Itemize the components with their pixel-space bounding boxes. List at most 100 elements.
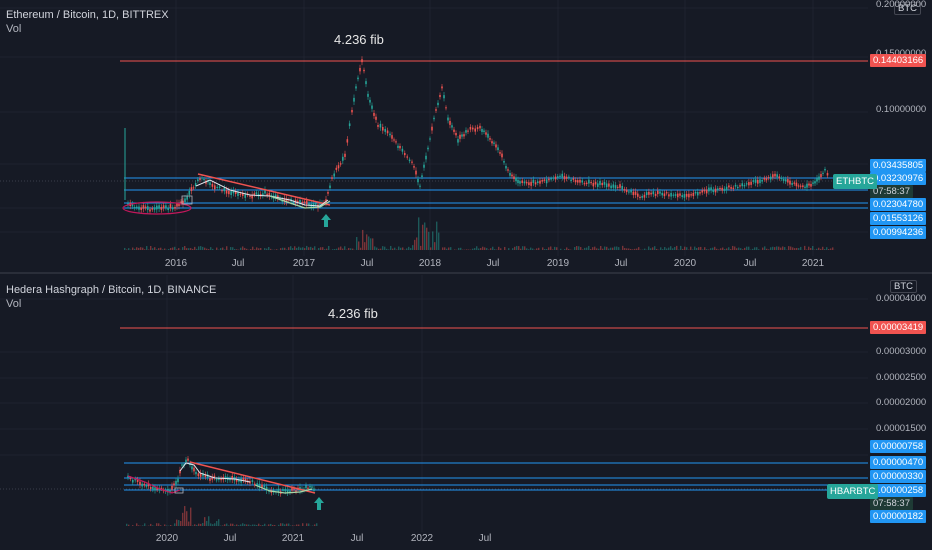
ethbtc-candle bbox=[763, 177, 766, 180]
ethbtc-candle bbox=[765, 178, 768, 181]
ethbtc-plot-area[interactable] bbox=[0, 0, 868, 256]
hbarbtc-volume-bar bbox=[238, 525, 240, 526]
ethbtc-volume-bar bbox=[830, 248, 832, 250]
ethbtc-candle bbox=[474, 128, 476, 132]
ethbtc-candle bbox=[373, 112, 375, 116]
ethbtc-volume-bar bbox=[398, 246, 400, 250]
hbarbtc-time-2021: 2021 bbox=[281, 533, 305, 544]
hbarbtc-tick-2: 0.00002500 bbox=[876, 372, 927, 383]
hbarbtc-volume-bar bbox=[228, 525, 230, 526]
ethbtc-volume-bar bbox=[644, 248, 646, 250]
hbarbtc-volume-bar bbox=[202, 523, 204, 526]
ethbtc-volume-bar bbox=[308, 247, 310, 250]
hbarbtc-chart-pane[interactable]: Hedera Hashgraph / Bitcoin, 1D, BINANCE … bbox=[0, 275, 932, 550]
ethbtc-volume-bar bbox=[528, 249, 530, 250]
hbarbtc-volume-bar bbox=[296, 524, 298, 526]
ethbtc-candle bbox=[650, 192, 652, 195]
ethbtc-title[interactable]: Ethereum / Bitcoin, 1D, BITTREX bbox=[6, 9, 169, 21]
ethbtc-vol-label[interactable]: Vol bbox=[6, 23, 22, 35]
ethbtc-candle bbox=[469, 127, 472, 130]
ethbtc-candle bbox=[342, 156, 344, 161]
ethbtc-volume-bar bbox=[476, 246, 478, 250]
ethbtc-candle bbox=[780, 177, 783, 179]
ethbtc-volume-bar bbox=[696, 248, 698, 250]
hbarbtc-title[interactable]: Hedera Hashgraph / Bitcoin, 1D, BINANCE bbox=[6, 284, 217, 296]
ethbtc-volume-bar bbox=[584, 247, 586, 250]
ethbtc-volume-bar bbox=[390, 245, 392, 250]
ethbtc-candle bbox=[491, 141, 493, 144]
hbarbtc-volume-bar bbox=[234, 525, 236, 526]
ethbtc-volume-bar bbox=[748, 246, 750, 250]
hbarbtc-candle bbox=[195, 471, 197, 475]
ethbtc-volume-bar bbox=[816, 248, 818, 250]
ethbtc-candle bbox=[710, 187, 712, 191]
ethbtc-candle bbox=[234, 191, 237, 194]
ethbtc-volume-bar bbox=[220, 248, 222, 250]
ethbtc-volume-bar bbox=[638, 247, 640, 250]
ethbtc-volume-bar bbox=[326, 248, 328, 250]
ethbtc-volume-bar bbox=[652, 247, 654, 250]
ethbtc-price-axis[interactable]: BTC 0.20000000 0.15000000 0.10000000 0.1… bbox=[868, 0, 932, 272]
hbarbtc-pattern-base bbox=[254, 484, 313, 494]
ethbtc-volume-bar bbox=[406, 248, 408, 250]
ethbtc-candle bbox=[754, 179, 757, 183]
ethbtc-candle bbox=[232, 190, 235, 194]
ethbtc-volume-bar bbox=[514, 246, 516, 250]
ethbtc-candle bbox=[826, 173, 829, 176]
ethbtc-candle bbox=[339, 163, 342, 165]
ethbtc-candle bbox=[721, 187, 724, 191]
ethbtc-time-axis[interactable]: 2016 Jul 2017 Jul 2018 Jul 2019 Jul 2020… bbox=[0, 258, 868, 272]
hbarbtc-volume-bar bbox=[246, 524, 248, 526]
ethbtc-candle bbox=[541, 180, 544, 182]
ethbtc-candle bbox=[266, 193, 268, 196]
ethbtc-candle bbox=[699, 192, 701, 194]
hbarbtc-volume-bar bbox=[302, 523, 304, 526]
ethbtc-volume-bar bbox=[796, 247, 798, 250]
pane-divider[interactable] bbox=[0, 272, 932, 274]
ethbtc-chart-pane[interactable]: Ethereum / Bitcoin, 1D, BITTREX Vol 4.23… bbox=[0, 0, 932, 272]
hbarbtc-time-axis[interactable]: 2020 Jul 2021 Jul 2022 Jul bbox=[0, 533, 868, 549]
hbarbtc-candle bbox=[197, 473, 200, 477]
ethbtc-volume-bar bbox=[356, 237, 358, 250]
ethbtc-candle bbox=[728, 185, 730, 188]
ethbtc-candle bbox=[632, 191, 635, 196]
ethbtc-candle bbox=[550, 178, 552, 180]
ethbtc-up-arrow bbox=[321, 214, 331, 227]
ethbtc-volume-bar bbox=[370, 238, 372, 250]
ethbtc-volume-bar bbox=[408, 246, 410, 250]
ethbtc-volume-bar bbox=[480, 248, 482, 250]
hbarbtc-candle bbox=[305, 485, 307, 489]
ethbtc-volume-bar bbox=[628, 248, 630, 250]
hbarbtc-volume-bar bbox=[230, 523, 232, 526]
hbarbtc-candle bbox=[143, 483, 146, 486]
ethbtc-volume-bar bbox=[140, 247, 142, 250]
hbarbtc-vol-label[interactable]: Vol bbox=[6, 298, 22, 310]
hbarbtc-candle bbox=[171, 485, 173, 490]
ethbtc-volume-bar bbox=[432, 231, 434, 250]
ethbtc-volume-bar bbox=[320, 247, 322, 250]
ethbtc-candle bbox=[610, 185, 612, 189]
ethbtc-candle bbox=[769, 176, 772, 180]
ethbtc-candle bbox=[824, 168, 826, 171]
hbarbtc-volume-bar bbox=[132, 525, 134, 526]
ethbtc-candle bbox=[485, 132, 487, 135]
ethbtc-volume-bar bbox=[552, 249, 554, 250]
hbarbtc-candle bbox=[244, 478, 247, 482]
hbarbtc-volume-bar bbox=[210, 523, 212, 526]
ethbtc-candle bbox=[634, 191, 637, 195]
ethbtc-candle bbox=[590, 181, 592, 184]
hbarbtc-price-axis[interactable]: BTC 0.00004000 0.00003000 0.00002500 0.0… bbox=[868, 275, 932, 550]
hbarbtc-volume-bar bbox=[144, 523, 146, 526]
ethbtc-volume-bar bbox=[240, 247, 242, 250]
ethbtc-candle bbox=[379, 123, 382, 128]
ethbtc-volume-bar bbox=[302, 247, 304, 250]
ethbtc-volume-bar bbox=[340, 246, 342, 250]
ethbtc-candle bbox=[776, 174, 778, 178]
ethbtc-volume-bar bbox=[358, 241, 360, 250]
ethbtc-candle bbox=[641, 196, 644, 198]
ethbtc-candle bbox=[147, 206, 149, 210]
ethbtc-candle bbox=[808, 183, 810, 186]
hbarbtc-volume-bar bbox=[306, 523, 308, 526]
hbarbtc-plot-area[interactable] bbox=[0, 275, 868, 532]
ethbtc-candle bbox=[714, 188, 717, 193]
